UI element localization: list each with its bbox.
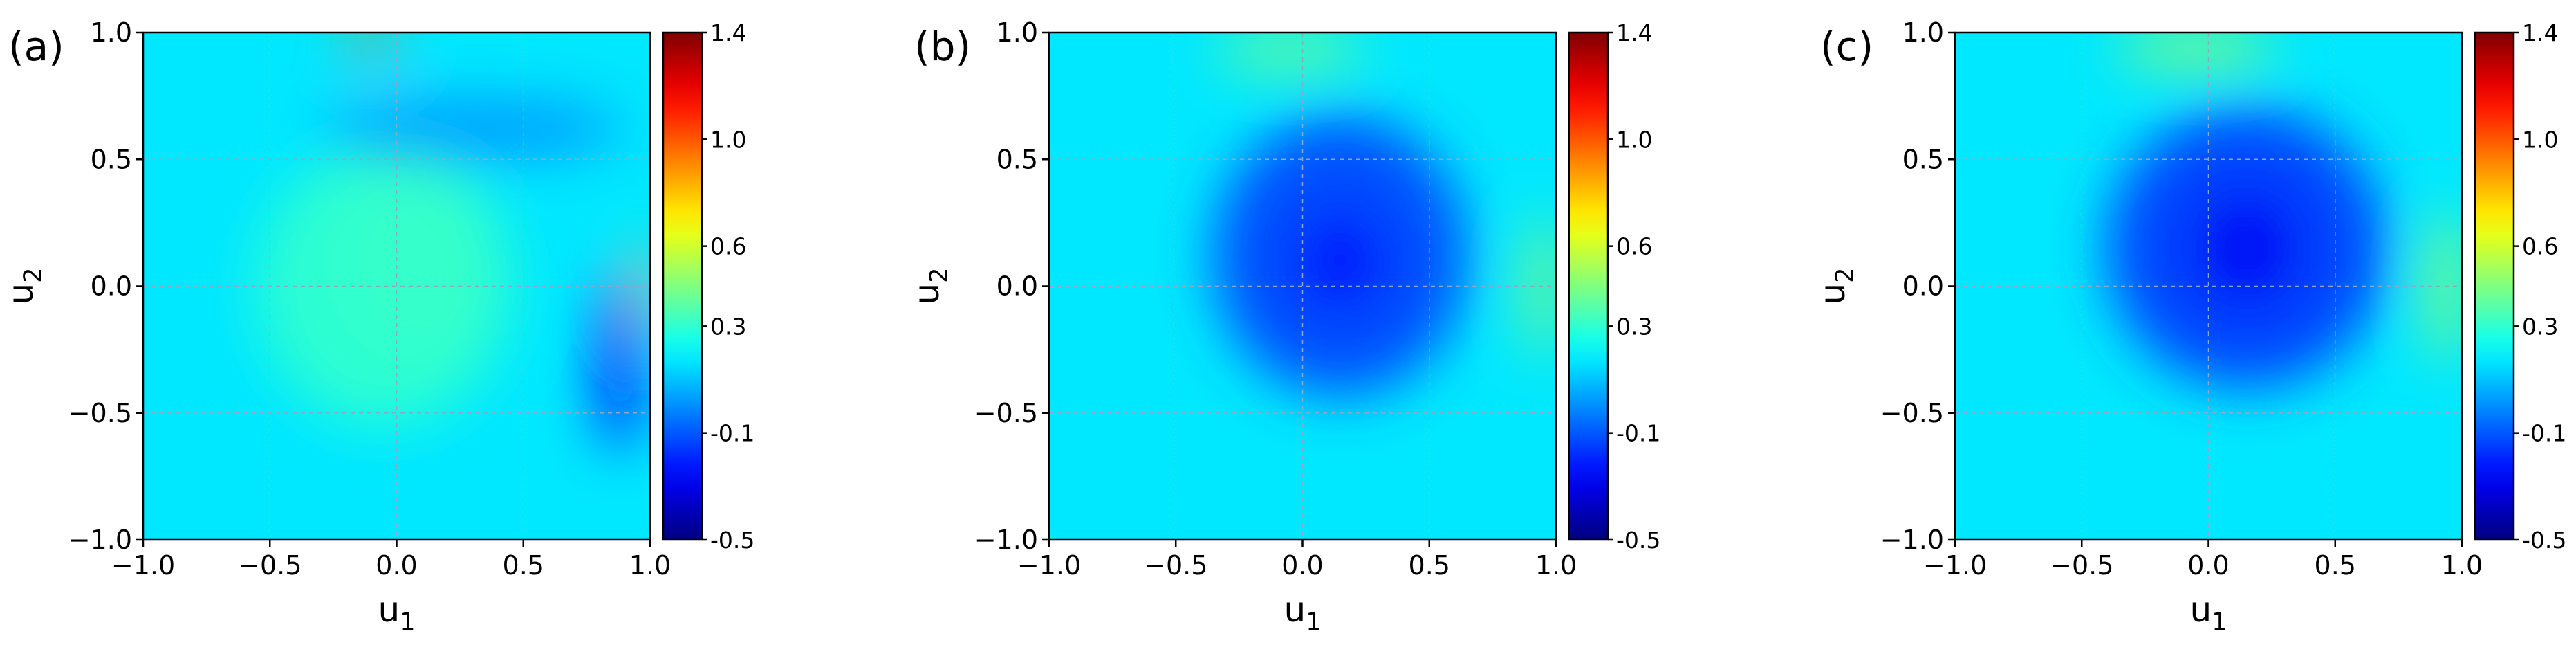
y-tick-label: 0.0 (91, 271, 132, 302)
y-tick-label: −1.0 (974, 525, 1038, 555)
y-tick-label: 0.5 (91, 144, 132, 174)
y-tick-label: 0.0 (997, 271, 1038, 302)
y-tick-label: −1.0 (68, 525, 132, 555)
panel-1: −1.0 −0.5 0.0 0.5 1.0 1.0 0.5 0.0 −0.5 −1.0 u1 u2 (b… (907, 17, 1660, 636)
y-axis-label: u2 (1, 268, 47, 305)
x-tick-label: 1.0 (1535, 550, 1577, 581)
colorbar-tick-label: -0.5 (1616, 527, 1660, 554)
panel-2: −1.0 −0.5 0.0 0.5 1.0 1.0 0.5 0.0 −0.5 −1.0 u1 u2 (c… (1813, 17, 2566, 636)
y-axis-label: u2 (1813, 268, 1859, 305)
heatmap-feature-1 (1295, 210, 1387, 312)
panel-label: (c) (1820, 23, 1873, 70)
colorbar-tick-label: 0.3 (710, 313, 746, 340)
heatmap-feature-5 (320, 98, 625, 160)
colorbar-tick-label: 1.0 (2522, 126, 2558, 153)
x-tick-label: 1.0 (2441, 550, 2483, 581)
x-tick-label: 1.0 (629, 550, 671, 581)
heatmap-feature-2 (1214, 33, 1366, 69)
colorbar-tick-label: -0.1 (2522, 420, 2566, 447)
colorbar-tick-label: 0.6 (1616, 233, 1652, 260)
heatmap (143, 33, 650, 540)
x-tick-label: −1.0 (111, 550, 175, 581)
heatmap-feature-2 (2114, 33, 2277, 66)
y-tick-label: −0.5 (974, 398, 1038, 428)
colorbar-tick-label: 1.0 (710, 126, 746, 153)
panel-label: (b) (914, 23, 971, 70)
x-tick-label: 0.0 (2187, 550, 2229, 581)
colorbar (2474, 31, 2515, 541)
panel-label: (a) (8, 23, 64, 70)
y-tick-label: 0.5 (997, 144, 1038, 174)
x-tick-label: −0.5 (238, 550, 302, 581)
colorbar-tick-label: 1.0 (1616, 126, 1652, 153)
y-tick-label: 1.0 (1902, 17, 1944, 48)
heatmap (1955, 33, 2462, 540)
y-tick-label: −0.5 (68, 398, 132, 428)
y-tick-label: 0.5 (1902, 144, 1944, 174)
colorbar-tick-label: 0.3 (1616, 313, 1652, 340)
y-tick-label: 0.0 (1902, 271, 1944, 302)
x-tick-label: −1.0 (1017, 550, 1081, 581)
colorbar-tick-label: 0.6 (2522, 233, 2558, 260)
colorbar-tick-label: 1.4 (710, 19, 746, 46)
colorbar-tick-label: 0.3 (2522, 313, 2558, 340)
colorbar-tick-label: -0.5 (710, 527, 754, 554)
x-tick-label: −0.5 (1144, 550, 1207, 581)
y-tick-label: −0.5 (1880, 398, 1944, 428)
y-tick-label: 1.0 (997, 17, 1038, 48)
heatmap-feature-4 (599, 273, 640, 451)
x-tick-label: 0.0 (1281, 550, 1323, 581)
colorbar (662, 31, 703, 541)
x-tick-label: 0.0 (376, 550, 417, 581)
x-tick-label: 0.5 (503, 550, 544, 581)
x-axis-label: u1 (1284, 590, 1322, 636)
y-tick-label: −1.0 (1880, 525, 1944, 555)
y-axis-label: u2 (907, 268, 953, 305)
colorbar-tick-label: -0.1 (710, 420, 754, 447)
heatmap-feature-2 (340, 33, 402, 51)
panel-0: −1.0 −0.5 0.0 0.5 1.0 1.0 0.5 0.0 −0.5 −1.0 u1 u2 (a… (1, 17, 754, 636)
colorbar-tick-label: 1.4 (1616, 19, 1652, 46)
x-tick-label: 0.5 (1409, 550, 1450, 581)
x-axis-label: u1 (2190, 590, 2227, 636)
colorbar-tick-label: -0.5 (2522, 527, 2566, 554)
x-tick-label: −1.0 (1923, 550, 1987, 581)
heatmap-feature-1 (2196, 192, 2297, 305)
y-tick-label: 1.0 (91, 17, 132, 48)
x-tick-label: 0.5 (2315, 550, 2356, 581)
colorbar-tick-label: 1.4 (2522, 19, 2558, 46)
colorbar (1568, 31, 1609, 541)
x-tick-label: −0.5 (2050, 550, 2113, 581)
colorbar-tick-label: 0.6 (710, 233, 746, 260)
colorbar-tick-label: -0.1 (1616, 420, 1660, 447)
x-axis-label: u1 (378, 590, 416, 636)
